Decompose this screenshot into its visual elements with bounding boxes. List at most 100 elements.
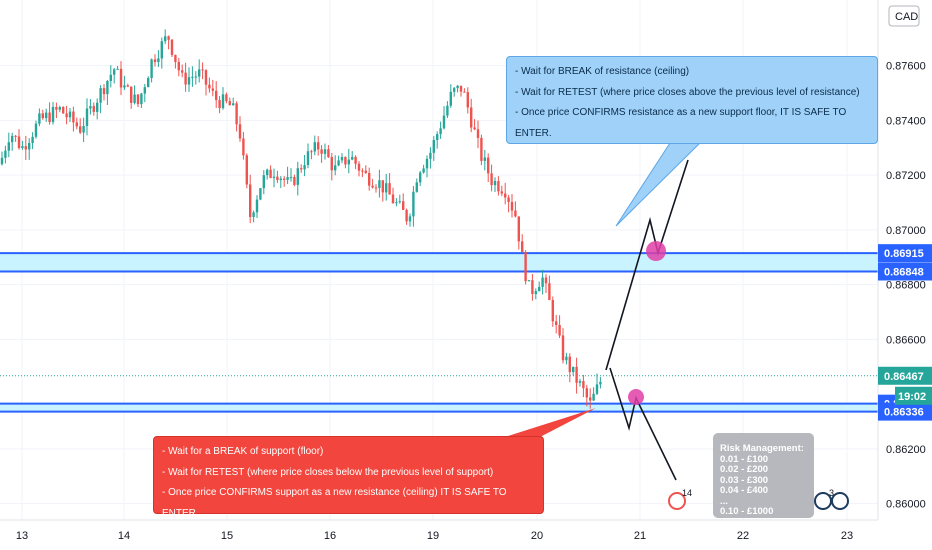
- candle-body: [300, 168, 303, 170]
- candle-body: [517, 216, 520, 242]
- candle-body: [398, 201, 401, 203]
- candle-body: [510, 201, 514, 211]
- candle-body: [347, 159, 350, 165]
- candle-body: [320, 149, 323, 154]
- resistance-callout-line-1: - Wait for BREAK of resistance (ceiling): [515, 66, 690, 77]
- candle-body: [38, 113, 41, 124]
- candle-body: [68, 111, 72, 118]
- candle-body: [235, 103, 238, 125]
- candle-body: [11, 135, 14, 143]
- candle-body: [191, 76, 194, 78]
- candle-body: [527, 280, 531, 282]
- price-tag: [878, 262, 932, 281]
- candle-body: [408, 216, 412, 222]
- currency-badge[interactable]: [888, 5, 920, 27]
- candle-body: [276, 176, 279, 181]
- resistance-callout[interactable]: - Wait for BREAK of resistance (ceiling)…: [506, 56, 878, 144]
- candle-body: [143, 87, 146, 94]
- candle-body: [357, 163, 361, 171]
- candle-body: [102, 88, 106, 95]
- ideas-count-badge[interactable]: 3: [829, 488, 835, 498]
- support-callout-line-2: - Wait for RETEST (where price closes be…: [162, 466, 494, 478]
- candle-body: [75, 122, 78, 127]
- price-tick-label: 0.86000: [886, 499, 926, 511]
- candle-body: [524, 252, 527, 282]
- candle-body: [31, 136, 34, 144]
- candle-body: [378, 180, 381, 188]
- candle-body: [374, 187, 378, 189]
- candle-body: [487, 157, 490, 174]
- candle-body: [415, 182, 418, 192]
- candle-body: [228, 101, 231, 106]
- time-tick-label: 13: [16, 530, 28, 542]
- candle-body: [170, 39, 174, 55]
- risk-management-note[interactable]: Risk Management: 0.01 - £100 0.02 - £200…: [713, 433, 814, 518]
- time-axis[interactable]: 13 14 15 16 19 20 21 22 23: [0, 519, 878, 550]
- support-callout-pointer: [505, 408, 596, 437]
- candlestick-series: [0, 29, 602, 409]
- candle-body: [476, 129, 480, 138]
- candle-body: [293, 176, 296, 185]
- candle-body: [395, 202, 398, 204]
- candle-body: [164, 36, 167, 42]
- resistance-zone: [0, 253, 878, 272]
- resistance-callout-line-3: - Once price CONFIRMS resistance as a ne…: [515, 107, 847, 139]
- candle-body: [4, 150, 7, 158]
- candle-body: [317, 142, 320, 150]
- price-axis[interactable]: 0.87600 0.87400 0.87200 0.87000 0.86800 0.866…: [877, 0, 932, 550]
- candle-body: [62, 107, 65, 114]
- candle-body: [368, 172, 371, 186]
- candle-body: [565, 356, 568, 361]
- candle-body: [340, 156, 344, 161]
- candle-body: [483, 157, 486, 161]
- candle-body: [313, 142, 316, 152]
- candle-body: [558, 324, 561, 336]
- time-tick-label: 21: [634, 530, 646, 542]
- candle-body: [599, 381, 602, 385]
- candle-body: [51, 106, 55, 123]
- candle-body: [252, 212, 255, 217]
- candle-body: [116, 68, 119, 70]
- idea-avatar-icon[interactable]: [831, 492, 849, 510]
- candle-body: [439, 128, 442, 135]
- candle-body: [130, 86, 133, 103]
- candle-body: [204, 70, 208, 85]
- price-zones: [0, 252, 878, 413]
- candle-body: [334, 165, 337, 171]
- events-count-badge[interactable]: 14: [682, 488, 693, 498]
- candle-body: [449, 91, 452, 106]
- candle-body: [177, 61, 180, 71]
- candle-body: [249, 184, 252, 217]
- candle-body: [167, 36, 170, 40]
- candle-body: [136, 94, 140, 105]
- bearish-path-line[interactable]: [609, 367, 677, 481]
- candle-body: [429, 152, 432, 159]
- support-callout[interactable]: - Wait for a BREAK of support (floor) - …: [153, 436, 544, 519]
- candle-body: [371, 185, 374, 188]
- candle-body: [238, 124, 242, 139]
- price-tag-label: 0.86336: [884, 407, 924, 419]
- candle-body: [160, 41, 163, 59]
- candle-body: [65, 113, 68, 118]
- price-tag-label: 0.86848: [884, 266, 924, 278]
- retest-marker-support: [628, 389, 644, 405]
- bullish-path-line[interactable]: [605, 159, 689, 371]
- candle-body: [551, 300, 554, 322]
- price-tick-label: 0.86600: [886, 334, 926, 346]
- candle-body: [21, 146, 24, 149]
- trade-path-drawings[interactable]: [505, 142, 849, 510]
- candle-body: [327, 149, 330, 158]
- candle-body: [133, 94, 136, 103]
- candle-body: [589, 397, 592, 401]
- economic-event-icon[interactable]: [668, 492, 686, 510]
- clock-label: 19:02: [898, 391, 926, 403]
- candle-body: [388, 183, 391, 195]
- candle-body: [45, 112, 48, 119]
- candle-body: [585, 388, 588, 398]
- candle-body: [119, 68, 123, 88]
- candle-body: [531, 280, 534, 295]
- price-tag: [878, 244, 932, 263]
- risk-line: 0.02 - £200: [720, 464, 769, 475]
- time-tick-label: 23: [841, 530, 853, 542]
